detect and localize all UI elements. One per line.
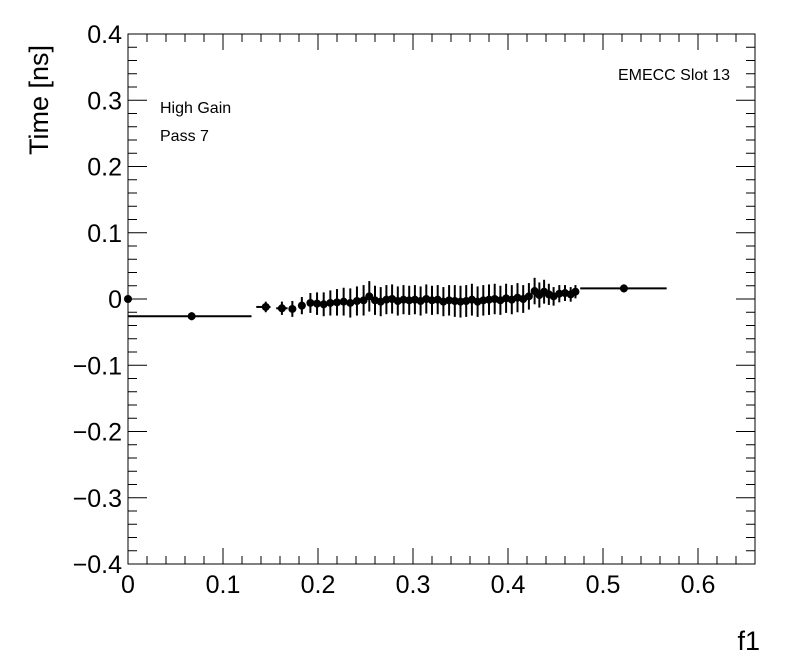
axis-ticks bbox=[127, 33, 756, 565]
data-point bbox=[619, 284, 628, 293]
data-point bbox=[187, 312, 196, 321]
y-axis-title: Time [ns] bbox=[24, 45, 54, 155]
y-tick-label: 0.4 bbox=[87, 21, 122, 49]
data-series bbox=[124, 277, 667, 321]
y-tick-label: 0.2 bbox=[87, 154, 122, 182]
data-point bbox=[359, 296, 368, 305]
annotation-gain: High Gain bbox=[160, 100, 231, 117]
y-tick-labels: −0.4 −0.3 −0.2 −0.1 0 0.1 0.2 0.3 0.4 bbox=[73, 21, 122, 579]
data-point bbox=[297, 301, 306, 310]
data-point bbox=[288, 304, 297, 313]
x-tick-label: 0.4 bbox=[491, 571, 526, 599]
y-tick-label: 0.1 bbox=[87, 220, 122, 248]
data-point bbox=[313, 299, 322, 308]
data-point bbox=[124, 295, 132, 303]
annotation-pass: Pass 7 bbox=[160, 128, 209, 145]
y-tick-label: −0.3 bbox=[73, 485, 122, 513]
data-point bbox=[261, 302, 270, 311]
data-point bbox=[306, 298, 315, 307]
x-tick-label: 0.5 bbox=[586, 571, 621, 599]
x-tick-label: 0.6 bbox=[681, 571, 716, 599]
data-point bbox=[339, 297, 348, 306]
data-point bbox=[333, 298, 341, 307]
data-point bbox=[277, 304, 286, 313]
data-point bbox=[352, 296, 361, 305]
y-tick-label: −0.2 bbox=[73, 419, 122, 447]
x-tick-label: 0.3 bbox=[396, 571, 431, 599]
data-point bbox=[346, 298, 355, 307]
annotation-slot: EMECC Slot 13 bbox=[618, 67, 730, 84]
data-point bbox=[326, 298, 335, 307]
y-tick-label: 0 bbox=[108, 286, 122, 314]
y-tick-label: −0.1 bbox=[73, 352, 122, 380]
data-point bbox=[571, 287, 580, 296]
x-tick-label: 0 bbox=[121, 571, 135, 599]
x-tick-labels: 0 0.1 0.2 0.3 0.4 0.5 0.6 bbox=[121, 571, 715, 599]
y-tick-label: −0.4 bbox=[73, 551, 122, 579]
data-point bbox=[524, 292, 533, 301]
x-tick-label: 0.2 bbox=[301, 571, 336, 599]
data-point bbox=[365, 292, 374, 301]
y-tick-label: 0.3 bbox=[87, 87, 122, 115]
x-tick-label: 0.1 bbox=[206, 571, 241, 599]
data-point bbox=[319, 300, 328, 309]
x-axis-title: f1 bbox=[737, 626, 760, 656]
